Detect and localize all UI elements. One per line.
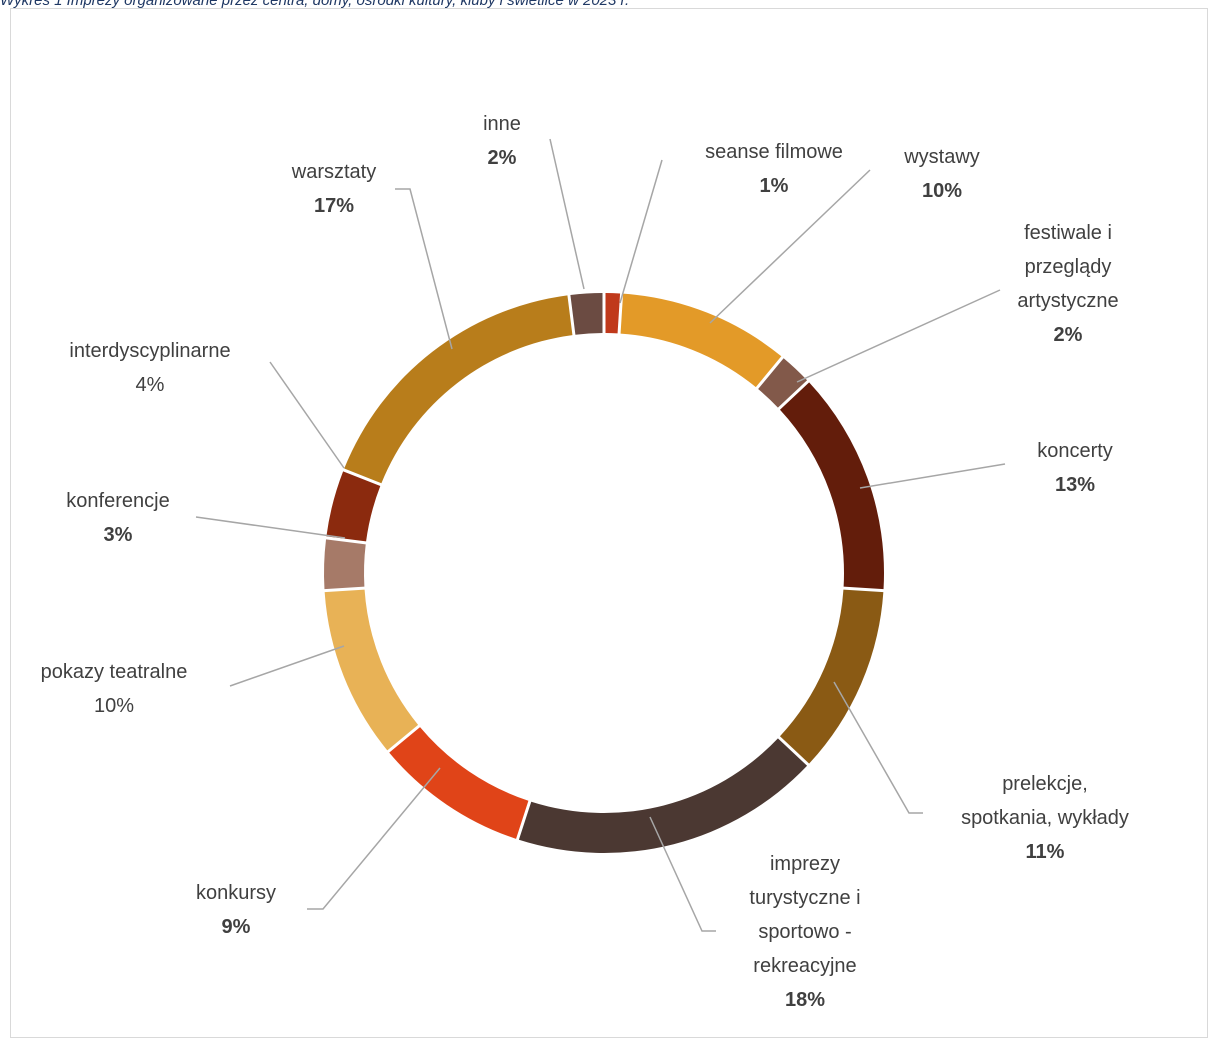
slice-konkursy bbox=[389, 727, 529, 839]
leader-line bbox=[796, 289, 1001, 383]
slice-wystawy bbox=[620, 293, 782, 388]
slice-label: pokazy teatralne bbox=[41, 661, 188, 683]
slice-label: sportowo - bbox=[758, 921, 851, 943]
slice-percent-label: 3% bbox=[104, 524, 133, 546]
leader-line bbox=[195, 516, 346, 539]
slice-percent-label: 2% bbox=[1054, 324, 1083, 346]
slice-label: warsztaty bbox=[291, 161, 376, 183]
leader-line bbox=[709, 169, 871, 324]
slice-percent-label: 11% bbox=[1026, 841, 1065, 863]
slice-label: spotkania, wykłady bbox=[961, 807, 1129, 829]
leader-line bbox=[395, 188, 453, 350]
slice-percent-label: 13% bbox=[1055, 474, 1095, 496]
leader-line bbox=[649, 816, 716, 932]
slice-label: interdyscyplinarne bbox=[69, 340, 230, 362]
slice-seanse-filmowe bbox=[605, 293, 621, 334]
slice-label: wystawy bbox=[903, 146, 980, 168]
slice-label: artystyczne bbox=[1017, 290, 1118, 312]
slice-koncerty bbox=[779, 382, 884, 590]
slice-label: konferencje bbox=[66, 490, 169, 512]
slice-imprezy-turystyczne-i-sportowo-rekreacyjne bbox=[518, 738, 808, 853]
slice-label: festiwale i bbox=[1024, 222, 1112, 244]
slice-percent-label: 4% bbox=[136, 374, 165, 396]
leader-line bbox=[619, 159, 663, 304]
leader-line bbox=[269, 361, 345, 469]
leader-line bbox=[859, 463, 1006, 489]
slice-percent-label: 9% bbox=[222, 916, 251, 938]
slice-percent-label: 18% bbox=[785, 989, 825, 1011]
slice-label: konkursy bbox=[196, 882, 276, 904]
slice-percent-label: 17% bbox=[314, 195, 354, 217]
slice-interdyscyplinarne bbox=[326, 471, 381, 542]
slice-label: seanse filmowe bbox=[705, 141, 843, 163]
slice-prelekcje-spotkania-wykłady bbox=[779, 589, 884, 764]
leader-line bbox=[307, 767, 441, 910]
leader-line bbox=[549, 138, 585, 290]
slice-percent-label: 2% bbox=[488, 147, 517, 169]
slice-warsztaty bbox=[344, 295, 573, 484]
slice-konferencje bbox=[323, 539, 366, 590]
leader-line bbox=[833, 681, 923, 814]
slice-label: rekreacyjne bbox=[753, 955, 856, 977]
slice-percent-label: 10% bbox=[94, 695, 134, 717]
leader-line bbox=[229, 645, 345, 687]
slice-label: inne bbox=[483, 113, 521, 135]
slice-label: imprezy bbox=[770, 853, 840, 875]
slice-pokazy-teatralne bbox=[324, 589, 419, 751]
slice-label: prelekcje, bbox=[1002, 773, 1088, 795]
slice-label: turystyczne i bbox=[749, 887, 860, 909]
slice-percent-label: 1% bbox=[760, 175, 789, 197]
slice-label: koncerty bbox=[1037, 440, 1113, 462]
slice-festiwale-i-przeglądy-artystyczne bbox=[758, 358, 808, 408]
slice-percent-label: 10% bbox=[922, 180, 962, 202]
slice-label: przeglądy bbox=[1025, 256, 1112, 278]
chart-caption: Wykres 1 Imprezy organizowane przez cent… bbox=[0, 0, 630, 9]
slice-inne bbox=[570, 293, 603, 335]
